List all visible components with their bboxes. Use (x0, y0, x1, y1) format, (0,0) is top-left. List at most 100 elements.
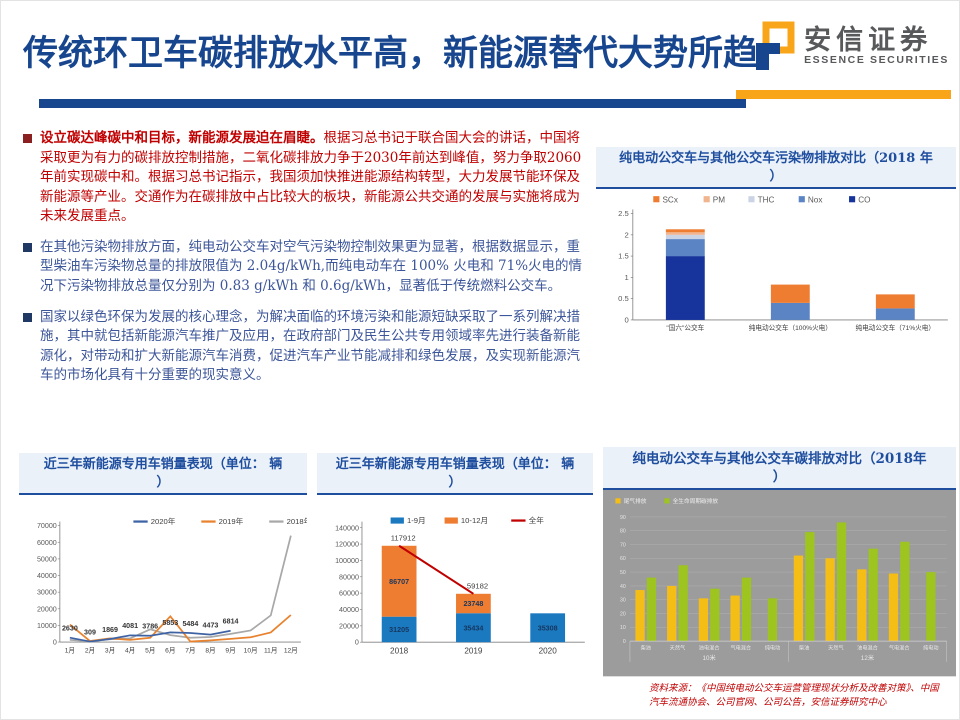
svg-text:31205: 31205 (389, 626, 409, 634)
bullet-lead: 设立碳达峰碳中和目标，新能源发展迫在眉睫。 (40, 130, 324, 146)
svg-text:3月: 3月 (105, 646, 115, 654)
bullet-text: 国家以绿色环保为发展的核心理念，为解决面临的环境污染和能源短缺采取了一系列解决措… (40, 308, 580, 384)
svg-text:11月: 11月 (264, 646, 278, 654)
svg-text:9月: 9月 (225, 646, 235, 654)
essence-logo-icon (756, 21, 795, 70)
svg-text:"国六"公交车: "国六"公交车 (666, 323, 704, 332)
svg-text:6814: 6814 (223, 618, 239, 626)
svg-text:柴油: 柴油 (641, 644, 651, 652)
svg-text:天然气: 天然气 (670, 644, 685, 652)
pollutant-chart-panel: 纯电动公交车与其他公交车污染物排放对比（2018 年 ） SCx PM THC Nox… (596, 147, 956, 345)
svg-text:全生命周期碳排放: 全生命周期碳排放 (673, 497, 719, 505)
sales-line-chart-title: 近三年新能源专用车销量表现（单位： 辆 ） (19, 453, 307, 496)
svg-text:2: 2 (624, 230, 628, 239)
bullet-item-2: 在其他污染物排放方面，纯电动公交车对空气污染物控制效果更为显著，根据数据显示，重… (23, 238, 589, 297)
svg-text:80000: 80000 (339, 573, 359, 581)
svg-text:1月: 1月 (65, 646, 75, 654)
svg-text:天然气: 天然气 (828, 644, 843, 652)
page-title: 传统环卫车碳排放水平高，新能源替代大势所趋 (23, 34, 759, 73)
svg-text:尾气排放: 尾气排放 (624, 497, 647, 505)
svg-text:CO: CO (858, 195, 870, 204)
svg-text:80: 80 (620, 529, 626, 535)
svg-text:5月: 5月 (145, 646, 155, 654)
svg-text:2018: 2018 (390, 647, 409, 656)
sales-line-chart-panel: 近三年新能源专用车销量表现（单位： 辆 ） 0 10000 20000 30000 40… (19, 453, 307, 671)
svg-text:4081: 4081 (122, 622, 138, 630)
svg-text:20000: 20000 (339, 622, 359, 630)
svg-text:23748: 23748 (463, 600, 483, 608)
svg-text:10米: 10米 (703, 654, 716, 662)
title-underline-orange (736, 90, 951, 99)
svg-text:40000: 40000 (339, 606, 359, 614)
svg-text:86707: 86707 (389, 578, 409, 586)
svg-text:117912: 117912 (391, 534, 416, 543)
svg-text:4473: 4473 (203, 622, 219, 630)
svg-text:59182: 59182 (467, 582, 488, 591)
svg-text:SCx: SCx (662, 195, 677, 204)
svg-text:120000: 120000 (335, 541, 359, 549)
bullet-square-icon (23, 242, 32, 252)
svg-text:气电混合: 气电混合 (730, 644, 751, 652)
logo-cn-text: 安信证券 (804, 25, 933, 56)
company-logo: 安信证券 ESSENCE SECURITIES (750, 19, 949, 73)
svg-text:10-12月: 10-12月 (461, 516, 488, 525)
svg-text:12月: 12月 (284, 646, 298, 654)
svg-text:5853: 5853 (162, 619, 178, 627)
sales-bar-chart-title: 近三年新能源专用车销量表现（单位： 辆 ） (317, 453, 593, 496)
title-underline-blue (39, 99, 746, 108)
svg-text:1869: 1869 (102, 626, 118, 634)
svg-text:0: 0 (623, 639, 626, 645)
sales-line-chart: 0 10000 20000 30000 40000 50000 60000 70000 2020… (19, 495, 307, 671)
svg-text:4月: 4月 (125, 646, 135, 654)
svg-text:10月: 10月 (244, 646, 258, 654)
svg-text:60000: 60000 (37, 539, 57, 547)
svg-text:1-9月: 1-9月 (407, 516, 426, 525)
bullet-body: 根据习总书记于联合国大会的讲话，中国将采取更为有力的碳排放控制措施，二氧化碳排放… (40, 130, 582, 225)
svg-text:2月: 2月 (85, 646, 95, 654)
svg-text:5484: 5484 (182, 620, 198, 628)
svg-text:0: 0 (624, 316, 628, 325)
svg-text:20000: 20000 (37, 605, 57, 613)
svg-text:2019年: 2019年 (219, 516, 244, 526)
bullet-item-1: 设立碳达峰碳中和目标，新能源发展迫在眉睫。根据习总书记于联合国大会的讲话，中国将… (23, 129, 589, 227)
sales-stacked-bar-chart: 0 20000 40000 60000 80000 100000 120000 140000 1… (317, 495, 593, 671)
svg-text:90: 90 (620, 515, 626, 521)
svg-text:6月: 6月 (165, 646, 175, 654)
svg-text:Nox: Nox (808, 195, 823, 204)
sales-bar-chart-panel: 近三年新能源专用车销量表现（单位： 辆 ） 0 20000 40000 60000 80… (317, 453, 593, 671)
svg-text:纯电动: 纯电动 (923, 644, 938, 652)
svg-text:PM: PM (713, 195, 725, 204)
svg-text:全年: 全年 (529, 515, 545, 525)
svg-text:2.5: 2.5 (618, 209, 629, 218)
pollutant-chart-title: 纯电动公交车与其他公交车污染物排放对比（2018 年 ） (596, 147, 956, 190)
svg-text:309: 309 (84, 628, 96, 636)
svg-text:140000: 140000 (335, 524, 359, 532)
carbon-chart-panel: 纯电动公交车与其他公交车碳排放对比（2018年 ） 0 10 20 30 40 50 60 7… (603, 447, 956, 677)
svg-text:20: 20 (620, 612, 626, 618)
svg-text:2630: 2630 (62, 625, 78, 633)
source-note: 资料来源：《中国纯电动公交车运营管理现状分析及改善对策》、中国汽车流通协会、公司… (649, 683, 939, 709)
svg-text:0: 0 (53, 639, 57, 647)
bullet-list: 设立碳达峰碳中和目标，新能源发展迫在眉睫。根据习总书记于联合国大会的讲话，中国将… (23, 129, 589, 397)
svg-text:2020: 2020 (539, 647, 558, 656)
svg-text:70: 70 (620, 543, 626, 549)
svg-text:纯电动: 纯电动 (765, 644, 780, 652)
svg-text:纯电动公交车（100%火电）: 纯电动公交车（100%火电） (749, 323, 832, 332)
svg-text:7月: 7月 (185, 646, 195, 654)
svg-text:50: 50 (620, 570, 626, 576)
svg-text:1: 1 (624, 273, 628, 282)
svg-text:2018年: 2018年 (287, 516, 307, 526)
svg-text:0: 0 (355, 639, 359, 647)
bullet-square-icon (23, 134, 32, 143)
svg-text:0.5: 0.5 (618, 294, 629, 303)
svg-text:30: 30 (620, 598, 626, 604)
svg-text:40000: 40000 (37, 572, 57, 580)
svg-text:油电混合: 油电混合 (699, 644, 720, 652)
bullet-item-3: 国家以绿色环保为发展的核心理念，为解决面临的环境污染和能源短缺采取了一系列解决措… (23, 308, 589, 386)
svg-text:油电混合: 油电混合 (857, 644, 878, 652)
svg-text:2020年: 2020年 (151, 516, 176, 526)
svg-text:10: 10 (620, 626, 626, 632)
svg-text:3786: 3786 (142, 623, 158, 631)
svg-text:50000: 50000 (37, 556, 57, 564)
